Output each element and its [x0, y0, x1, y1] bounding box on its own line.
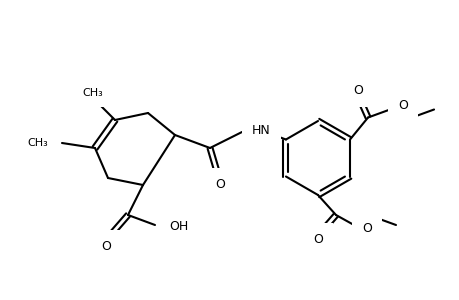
Text: O: O [361, 223, 371, 236]
Text: O: O [215, 178, 224, 190]
Text: OH: OH [168, 220, 188, 233]
Text: CH₃: CH₃ [27, 138, 48, 148]
Text: O: O [397, 99, 407, 112]
Text: O: O [313, 233, 322, 247]
Text: HN: HN [252, 124, 270, 136]
Text: O: O [353, 84, 362, 97]
Text: CH₃: CH₃ [83, 88, 103, 98]
Text: O: O [101, 241, 111, 254]
